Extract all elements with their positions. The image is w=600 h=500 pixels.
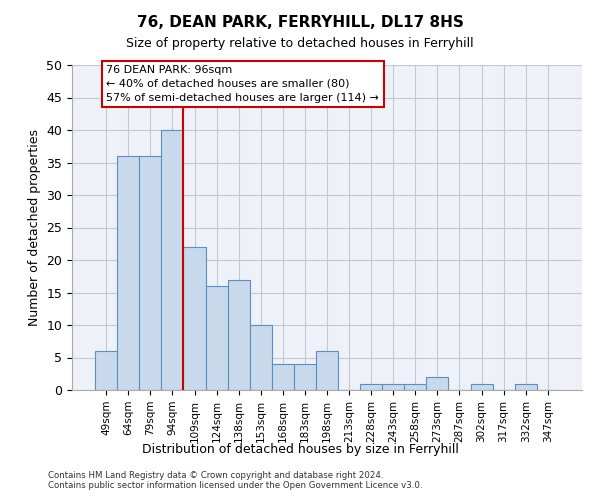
Bar [95,351,117,390]
Bar [250,325,272,390]
Bar [161,130,184,390]
Bar [227,280,250,390]
Bar [404,384,427,390]
Text: 76 DEAN PARK: 96sqm
← 40% of detached houses are smaller (80)
57% of semi-detach: 76 DEAN PARK: 96sqm ← 40% of detached ho… [106,65,379,103]
Text: Size of property relative to detached houses in Ferryhill: Size of property relative to detached ho… [126,38,474,51]
Bar [139,156,161,390]
Bar [206,286,227,390]
Bar [470,384,493,390]
Bar [316,351,338,390]
Y-axis label: Number of detached properties: Number of detached properties [28,129,41,326]
Text: Distribution of detached houses by size in Ferryhill: Distribution of detached houses by size … [142,442,458,456]
Bar [382,384,404,390]
Text: 76, DEAN PARK, FERRYHILL, DL17 8HS: 76, DEAN PARK, FERRYHILL, DL17 8HS [137,15,463,30]
Bar [360,384,382,390]
Bar [294,364,316,390]
Bar [184,247,206,390]
Bar [272,364,294,390]
Bar [515,384,537,390]
Bar [427,377,448,390]
Text: Contains HM Land Registry data © Crown copyright and database right 2024.
Contai: Contains HM Land Registry data © Crown c… [48,470,422,490]
Bar [117,156,139,390]
